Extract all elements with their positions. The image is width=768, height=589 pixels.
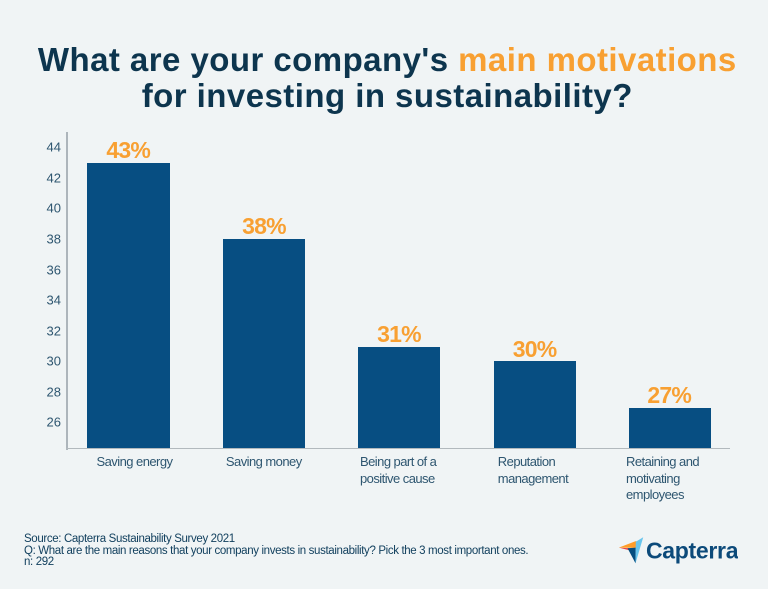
svg-text:Capterra: Capterra <box>646 538 738 564</box>
